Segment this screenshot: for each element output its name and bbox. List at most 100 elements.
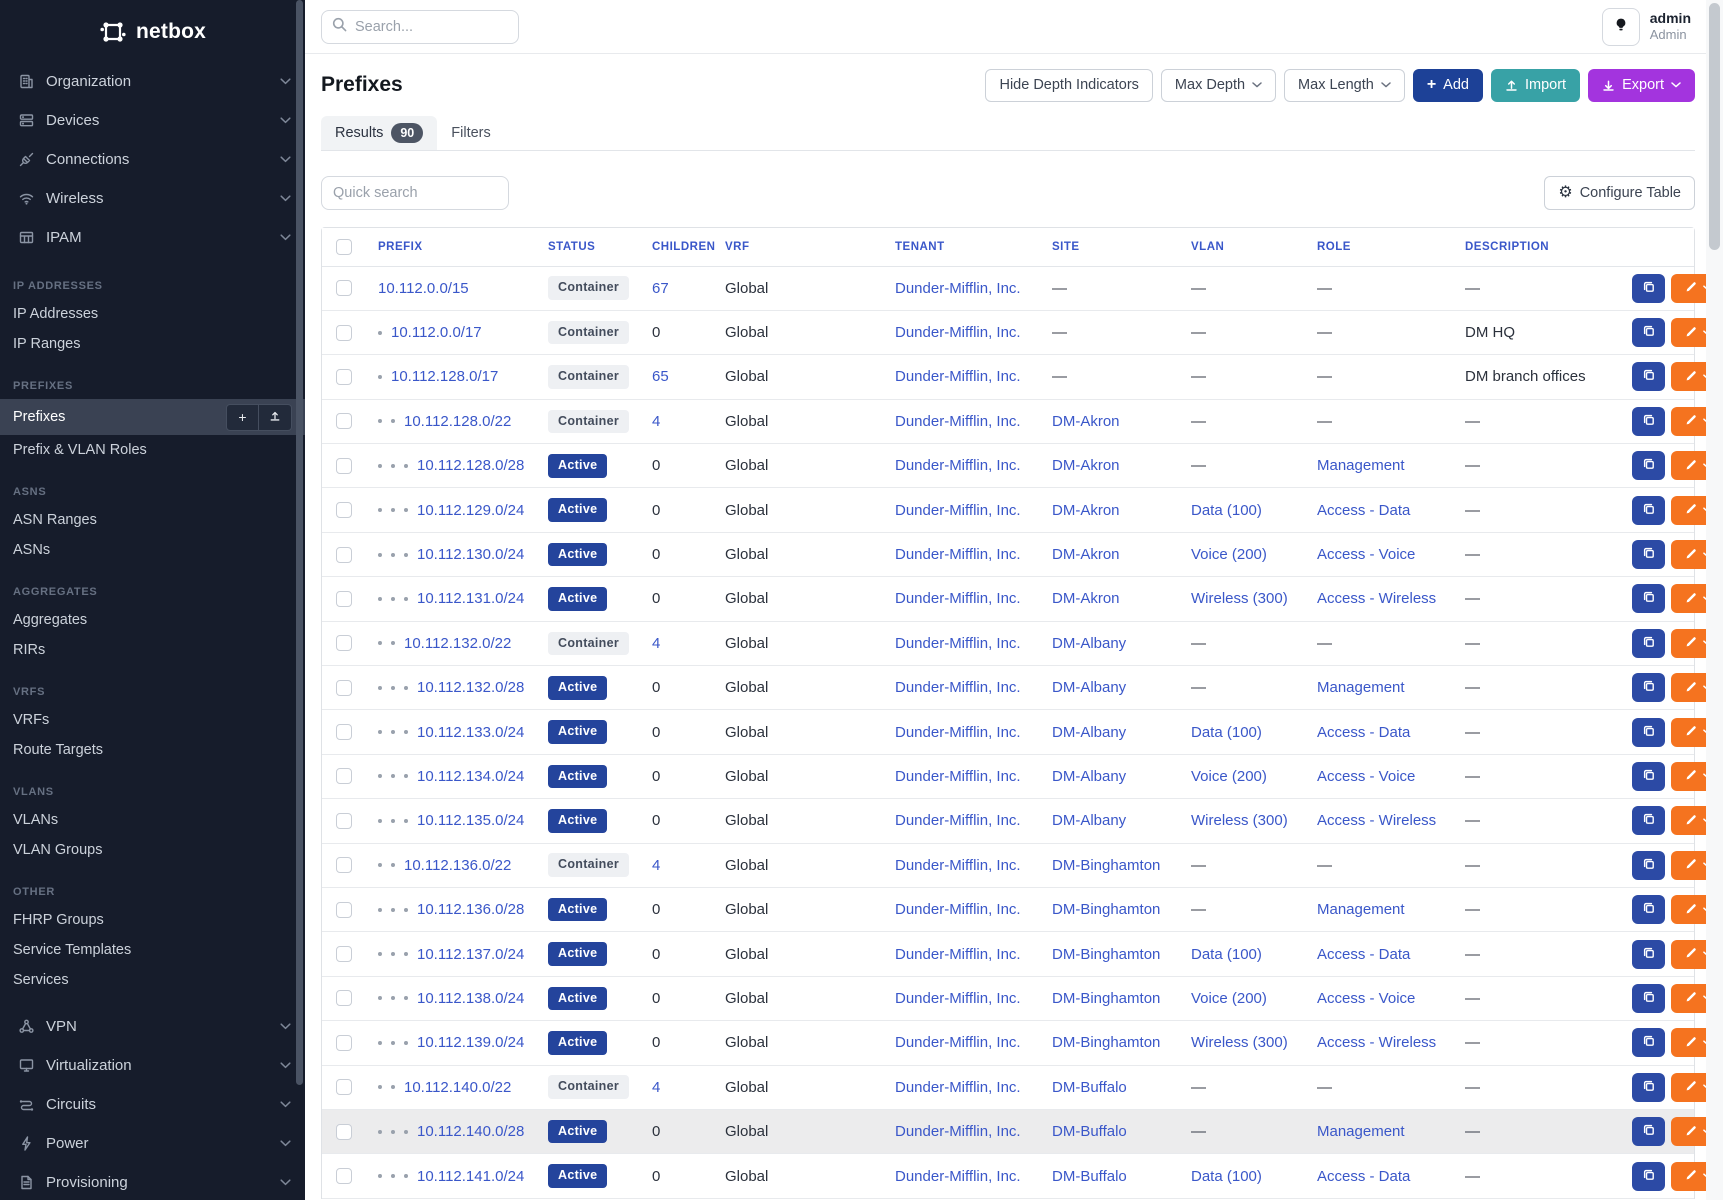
tenant-link[interactable]: Dunder-Mifflin, Inc. (895, 279, 1021, 297)
row-checkbox[interactable] (336, 546, 352, 563)
site-link[interactable]: DM-Akron (1052, 457, 1120, 475)
role-link[interactable]: Access - Data (1317, 723, 1411, 741)
role-link[interactable]: Access - Voice (1317, 546, 1416, 564)
column-header-site[interactable]: Site (1040, 228, 1179, 267)
copy-button[interactable] (1632, 1161, 1665, 1191)
children-count-link[interactable]: 65 (652, 368, 669, 386)
prefix-link[interactable]: 10.112.0.0/17 (391, 324, 482, 342)
prefix-link[interactable]: 10.112.132.0/28 (417, 679, 525, 697)
children-count-link[interactable]: 4 (652, 634, 661, 652)
sidebar-item-rirs[interactable]: RIRs (0, 635, 305, 665)
sidebar-menu-virtualization[interactable]: Virtualization (0, 1046, 305, 1085)
row-checkbox[interactable] (336, 413, 352, 430)
max-length-dropdown[interactable]: Max Length (1284, 68, 1405, 102)
sidebar-item-prefixes[interactable]: Prefixes + (0, 399, 305, 435)
prefix-link[interactable]: 10.112.128.0/28 (417, 457, 525, 475)
copy-button[interactable] (1632, 895, 1665, 925)
site-link[interactable]: DM-Albany (1052, 679, 1127, 697)
row-checkbox[interactable] (336, 901, 352, 918)
copy-button[interactable] (1632, 1117, 1665, 1147)
sidebar-add-button[interactable]: + (226, 403, 259, 431)
row-checkbox[interactable] (336, 280, 352, 297)
sidebar-scrollbar-thumb[interactable] (296, 0, 303, 1085)
prefix-link[interactable]: 10.112.140.0/22 (404, 1078, 512, 1096)
vlan-link[interactable]: Data (100) (1191, 501, 1262, 519)
copy-button[interactable] (1632, 451, 1665, 481)
tenant-link[interactable]: Dunder-Mifflin, Inc. (895, 1034, 1021, 1052)
prefix-link[interactable]: 10.112.131.0/24 (417, 590, 525, 608)
tenant-link[interactable]: Dunder-Mifflin, Inc. (895, 723, 1021, 741)
import-button[interactable]: Import (1490, 68, 1581, 102)
tenant-link[interactable]: Dunder-Mifflin, Inc. (895, 812, 1021, 830)
sidebar-item-asns[interactable]: ASNs (0, 535, 305, 565)
sidebar-menu-provisioning[interactable]: Provisioning (0, 1163, 305, 1200)
column-header-status[interactable]: Status (536, 228, 640, 267)
prefix-link[interactable]: 10.112.140.0/28 (417, 1123, 525, 1141)
row-checkbox[interactable] (336, 679, 352, 696)
prefix-link[interactable]: 10.112.136.0/22 (404, 856, 512, 874)
children-count-link[interactable]: 4 (652, 856, 661, 874)
select-all-checkbox[interactable] (336, 238, 352, 255)
vlan-link[interactable]: Data (100) (1191, 945, 1262, 963)
sidebar-item-aggregates[interactable]: Aggregates (0, 605, 305, 635)
sidebar-menu-devices[interactable]: Devices (0, 101, 305, 140)
copy-button[interactable] (1632, 318, 1665, 348)
row-checkbox[interactable] (336, 946, 352, 963)
tab-results[interactable]: Results 90 (321, 116, 438, 150)
site-link[interactable]: DM-Buffalo (1052, 1167, 1127, 1185)
tenant-link[interactable]: Dunder-Mifflin, Inc. (895, 546, 1021, 564)
role-link[interactable]: Access - Data (1317, 1167, 1411, 1185)
role-link[interactable]: Management (1317, 1123, 1405, 1141)
vlan-link[interactable]: Data (100) (1191, 723, 1262, 741)
prefix-link[interactable]: 10.112.136.0/28 (417, 901, 525, 919)
site-link[interactable]: DM-Albany (1052, 634, 1127, 652)
column-header-description[interactable]: Description (1453, 228, 1620, 267)
tenant-link[interactable]: Dunder-Mifflin, Inc. (895, 1167, 1021, 1185)
site-link[interactable]: DM-Albany (1052, 812, 1127, 830)
tenant-link[interactable]: Dunder-Mifflin, Inc. (895, 1078, 1021, 1096)
sidebar-menu-ipam[interactable]: IPAM (0, 218, 305, 257)
prefix-link[interactable]: 10.112.133.0/24 (417, 723, 525, 741)
row-checkbox[interactable] (336, 768, 352, 785)
sidebar-item-ip-ranges[interactable]: IP Ranges (0, 329, 305, 359)
row-checkbox[interactable] (336, 1034, 352, 1051)
sidebar-menu-wireless[interactable]: Wireless (0, 179, 305, 218)
copy-button[interactable] (1632, 1028, 1665, 1058)
children-count-link[interactable]: 4 (652, 412, 661, 430)
vlan-link[interactable]: Voice (200) (1191, 989, 1267, 1007)
copy-button[interactable] (1632, 495, 1665, 525)
site-link[interactable]: DM-Binghamton (1052, 945, 1161, 963)
prefix-link[interactable]: 10.112.128.0/17 (391, 368, 499, 386)
site-link[interactable]: DM-Binghamton (1052, 989, 1161, 1007)
copy-button[interactable] (1632, 850, 1665, 880)
vlan-link[interactable]: Wireless (300) (1191, 1034, 1288, 1052)
row-checkbox[interactable] (336, 990, 352, 1007)
tenant-link[interactable]: Dunder-Mifflin, Inc. (895, 368, 1021, 386)
column-header-prefix[interactable]: Prefix (366, 228, 536, 267)
sidebar-menu-vpn[interactable]: VPN (0, 1007, 305, 1046)
column-header-vrf[interactable]: VRF (713, 228, 883, 267)
sidebar-item-service-templates[interactable]: Service Templates (0, 935, 305, 965)
site-link[interactable]: DM-Buffalo (1052, 1078, 1127, 1096)
row-checkbox[interactable] (336, 590, 352, 607)
row-checkbox[interactable] (336, 857, 352, 874)
children-count-link[interactable]: 4 (652, 1078, 661, 1096)
global-search-input[interactable] (355, 18, 508, 35)
row-checkbox[interactable] (336, 1079, 352, 1096)
prefix-link[interactable]: 10.112.135.0/24 (417, 812, 525, 830)
tenant-link[interactable]: Dunder-Mifflin, Inc. (895, 989, 1021, 1007)
copy-button[interactable] (1632, 806, 1665, 836)
sidebar-item-ip-addresses[interactable]: IP Addresses (0, 299, 305, 329)
tenant-link[interactable]: Dunder-Mifflin, Inc. (895, 856, 1021, 874)
tenant-link[interactable]: Dunder-Mifflin, Inc. (895, 457, 1021, 475)
sidebar-menu-connections[interactable]: Connections (0, 140, 305, 179)
tenant-link[interactable]: Dunder-Mifflin, Inc. (895, 1123, 1021, 1141)
sidebar-item-vlan-groups[interactable]: VLAN Groups (0, 835, 305, 865)
sidebar-item-route-targets[interactable]: Route Targets (0, 735, 305, 765)
sidebar-item-services[interactable]: Services (0, 965, 305, 995)
children-count-link[interactable]: 67 (652, 279, 669, 297)
vlan-link[interactable]: Wireless (300) (1191, 590, 1288, 608)
prefix-link[interactable]: 10.112.137.0/24 (417, 945, 525, 963)
tenant-link[interactable]: Dunder-Mifflin, Inc. (895, 412, 1021, 430)
sidebar-item-fhrp-groups[interactable]: FHRP Groups (0, 905, 305, 935)
